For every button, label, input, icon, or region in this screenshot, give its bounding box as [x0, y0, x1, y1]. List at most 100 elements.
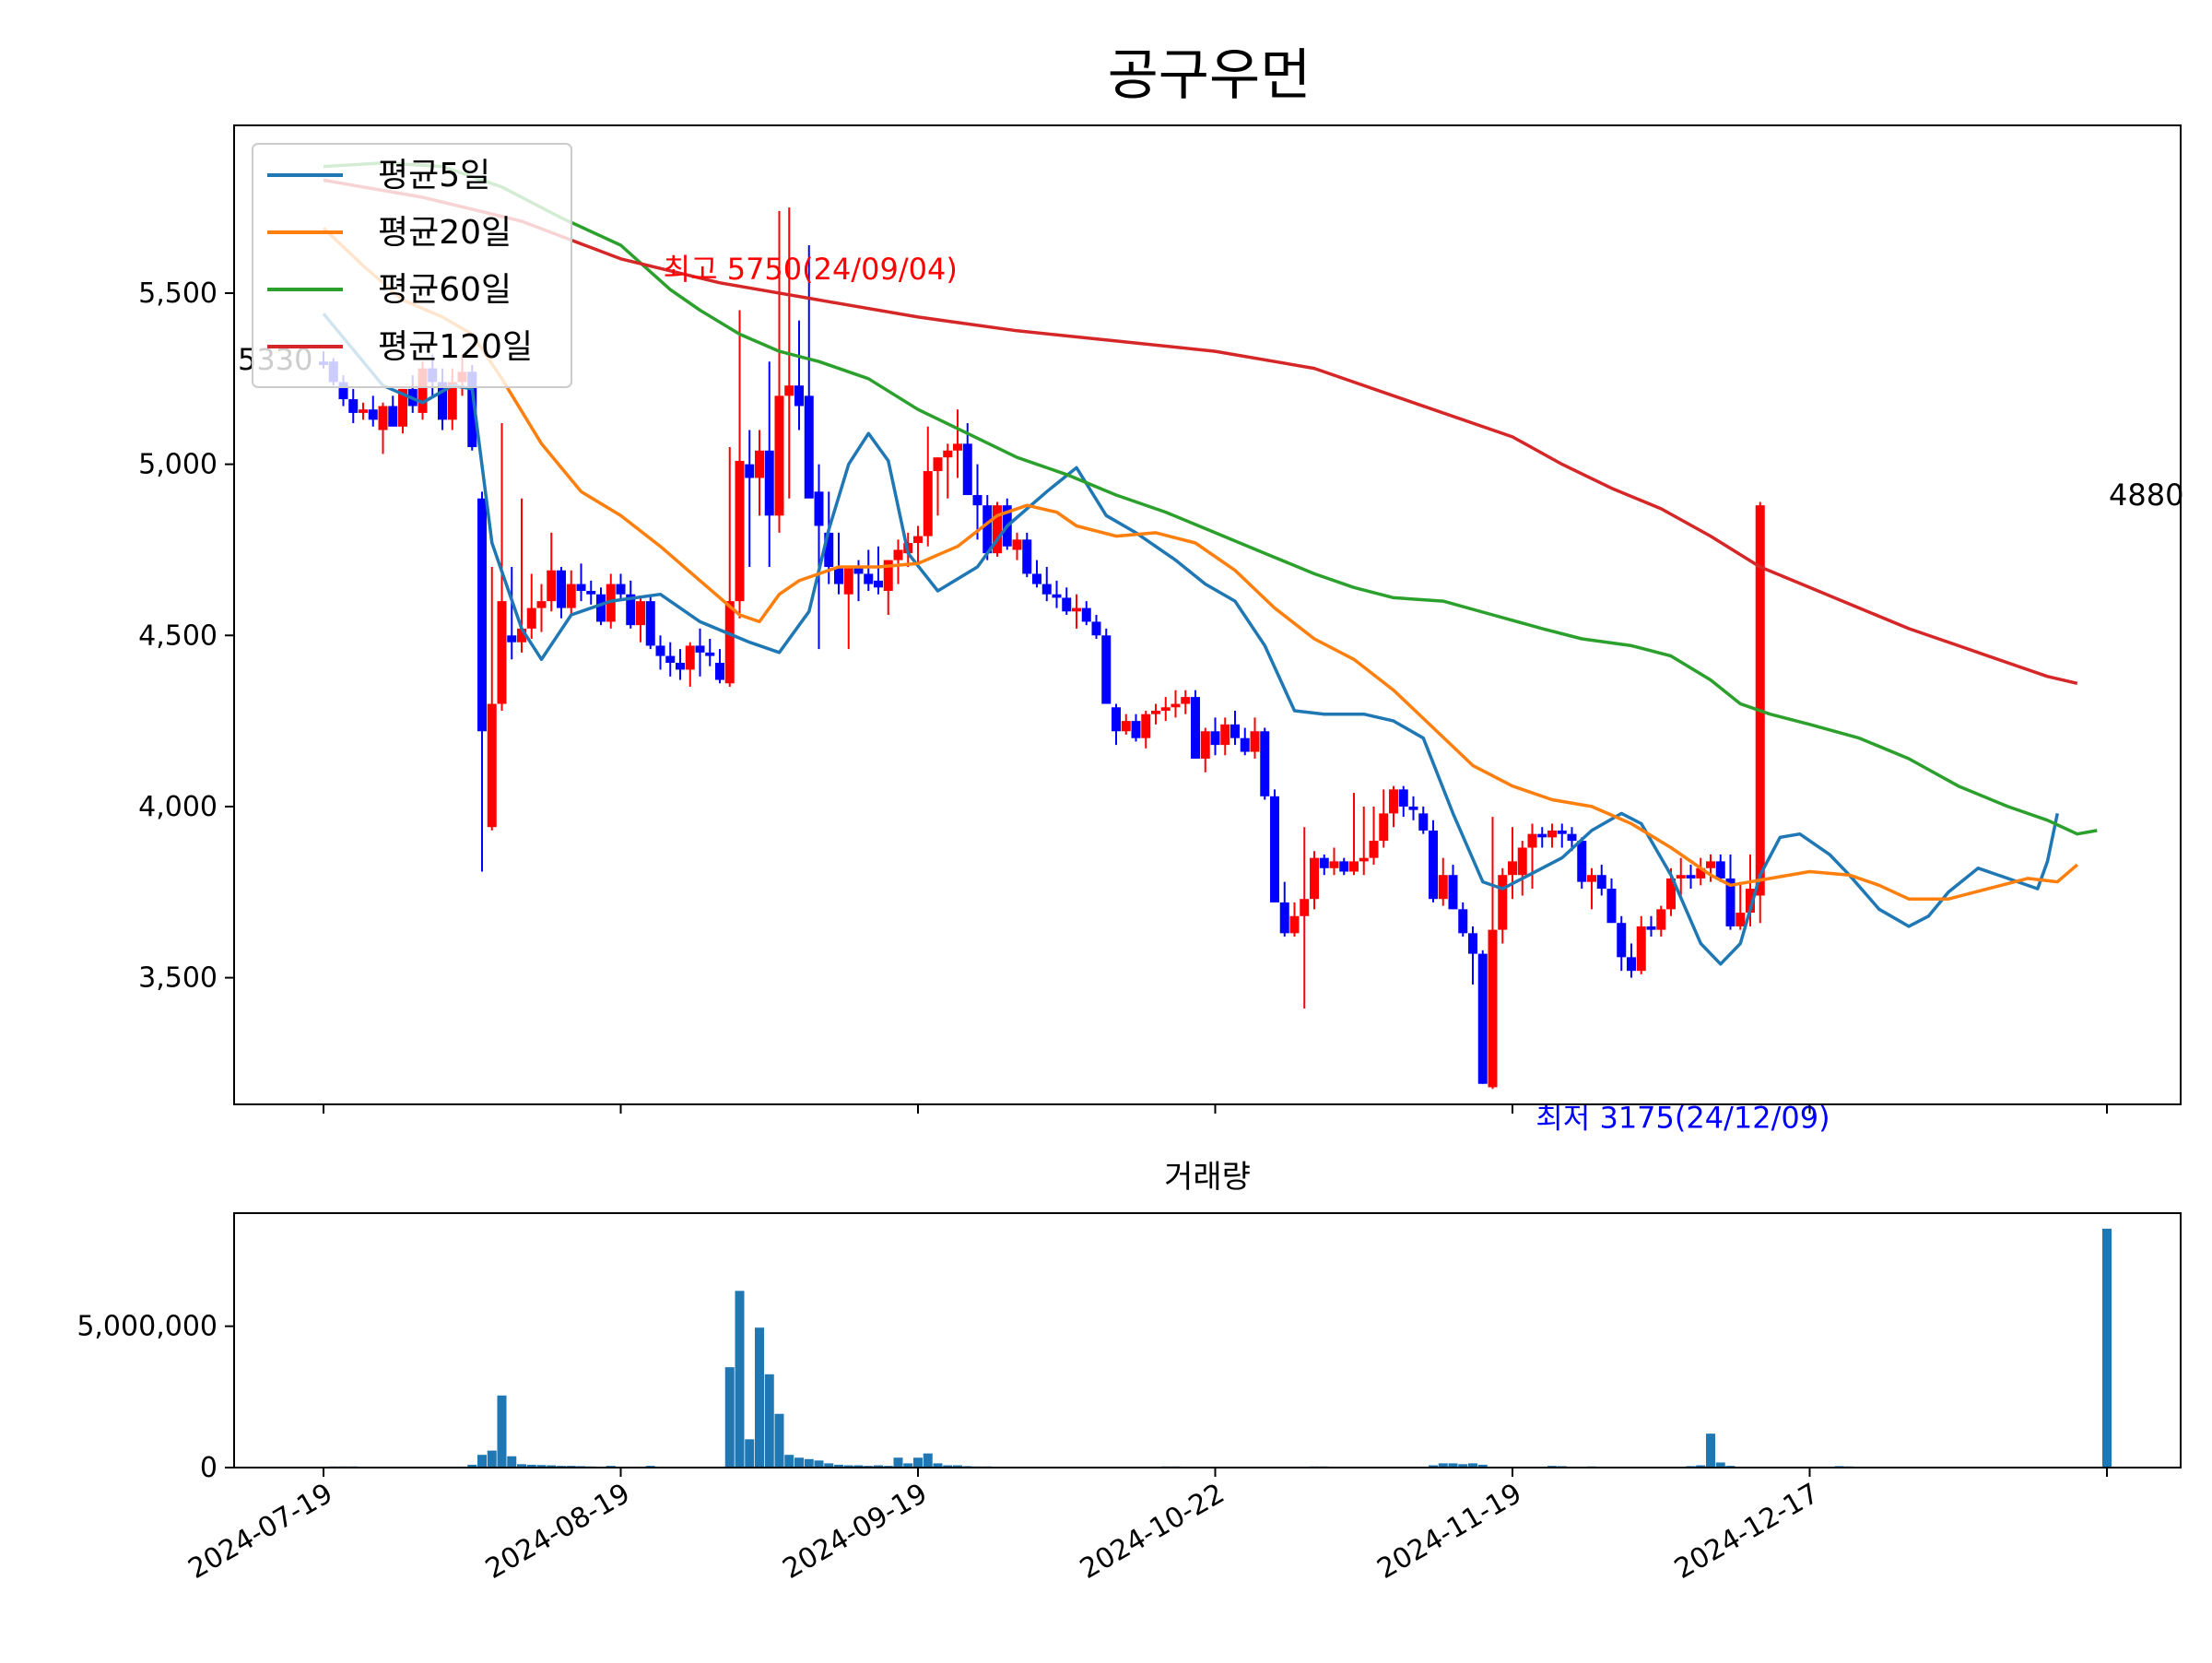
candle-body — [745, 464, 755, 478]
candle-body — [1398, 789, 1408, 807]
volume-bar — [497, 1395, 507, 1468]
candle-body — [893, 549, 903, 560]
candle-body — [359, 409, 368, 413]
candle-body — [1448, 875, 1458, 910]
candle-body — [447, 382, 457, 420]
candle-body — [1587, 875, 1596, 882]
volume-bar — [933, 1463, 943, 1468]
candle-body — [338, 382, 348, 400]
candle-body — [1279, 902, 1289, 934]
candle-body — [724, 601, 735, 684]
candle-body — [943, 450, 953, 458]
candle-body — [1289, 915, 1300, 934]
candle-body — [547, 570, 557, 602]
candle-body — [1141, 714, 1151, 738]
volume-bar — [764, 1374, 774, 1468]
candle-body — [1319, 857, 1329, 868]
candle-body — [665, 655, 676, 663]
legend-label: 평균120일 — [378, 328, 533, 366]
volume-bar — [1706, 1433, 1715, 1468]
candle-body — [1577, 841, 1587, 882]
candle-body — [1062, 597, 1072, 612]
candle-body — [576, 584, 586, 592]
candle-body — [824, 532, 834, 568]
price-panel: 3,500 4,000 4,500 5,000 5,500 최고 5750(24/09/0… — [138, 124, 2183, 1135]
volume-bar — [1696, 1465, 1706, 1468]
volume-frame — [233, 1212, 2182, 1468]
candle-body — [1359, 857, 1369, 862]
volume-title: 거래량 — [1164, 1159, 1251, 1196]
candle-body — [507, 635, 517, 643]
candle-body — [774, 395, 784, 516]
candle-body — [695, 645, 705, 653]
volume-bar — [953, 1465, 962, 1468]
candle-body — [536, 601, 547, 608]
candle-body — [1012, 539, 1022, 550]
candle-body — [1310, 857, 1319, 900]
candle-body — [1240, 737, 1250, 752]
low-annotation: 최저 3175(24/12/09) — [1535, 1100, 1830, 1135]
candle-body — [1379, 813, 1389, 842]
candle-body — [1408, 806, 1418, 810]
price-ytick-label: 5,500 — [138, 277, 218, 310]
candle-body — [526, 607, 536, 629]
volume-bar — [477, 1455, 487, 1468]
candle-body — [1112, 707, 1121, 732]
candle-body — [705, 652, 715, 656]
candle-body — [348, 399, 359, 413]
volume-bar — [893, 1457, 903, 1468]
candle-body — [1517, 847, 1527, 876]
volume-bar — [1438, 1463, 1448, 1468]
candle-body — [1676, 875, 1686, 879]
candle-body — [1666, 878, 1676, 910]
candle-body — [1052, 594, 1062, 598]
candle-body — [1230, 724, 1240, 738]
candle-body — [1171, 703, 1181, 708]
candle-body — [1072, 607, 1081, 612]
candle-body — [1508, 861, 1517, 876]
candle-body — [368, 409, 378, 420]
candle-body — [794, 385, 804, 407]
candle-body — [606, 584, 616, 622]
volume-bar — [804, 1458, 814, 1468]
candle-body — [1656, 909, 1666, 930]
ma-line-평균5일 — [322, 313, 2060, 966]
volume-bar — [774, 1413, 784, 1468]
candle-body — [1181, 697, 1191, 704]
candle-body — [993, 505, 1002, 554]
candle-body — [913, 536, 923, 544]
volume-bar — [507, 1456, 517, 1468]
last-price-label: 4880 — [2109, 478, 2183, 513]
legend-label: 평균20일 — [378, 214, 512, 252]
candle-body — [1191, 697, 1200, 759]
legend-box — [252, 143, 572, 388]
volume-bar — [724, 1367, 735, 1468]
candle-body — [685, 645, 695, 670]
candle-body — [1498, 875, 1508, 930]
candle-body — [1349, 861, 1359, 872]
candle-body — [388, 406, 398, 427]
volume-ytick-label: 0 — [200, 1452, 218, 1484]
candle-body — [1715, 861, 1725, 879]
candle-body — [853, 567, 864, 574]
candle-body — [1369, 841, 1379, 858]
candle-body — [1210, 731, 1220, 746]
candle-body — [1696, 867, 1706, 879]
candle-body — [1131, 721, 1141, 738]
candle-body — [626, 594, 636, 626]
high-annotation: 최고 5750(24/09/04) — [664, 252, 958, 287]
candle-body — [418, 368, 428, 413]
candle-body — [1300, 899, 1310, 916]
candle-body — [735, 460, 745, 602]
volume-bar — [745, 1439, 755, 1468]
candle-body — [1488, 929, 1498, 1088]
candle-body — [1646, 926, 1656, 930]
volume-bar — [853, 1465, 864, 1468]
candle-body — [1389, 789, 1398, 814]
candle-body — [864, 573, 874, 584]
candle-body — [1617, 923, 1627, 958]
candle-body — [1537, 833, 1547, 838]
candle-body — [1458, 909, 1468, 934]
